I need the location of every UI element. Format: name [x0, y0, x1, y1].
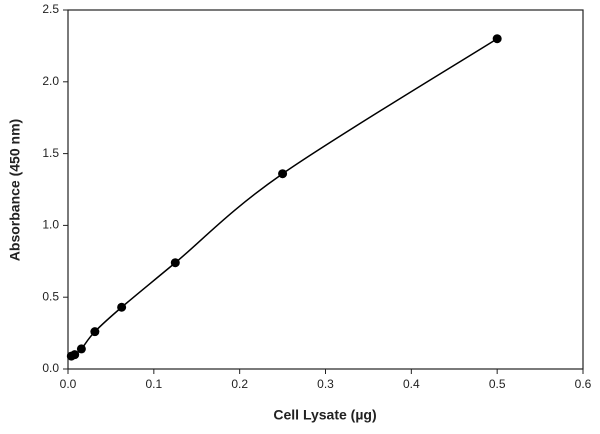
- data-point: [492, 34, 502, 44]
- y-tick-label: 0.5: [42, 289, 59, 303]
- plot-frame: [67, 9, 584, 370]
- data-point: [278, 169, 288, 179]
- fit-line: [71, 38, 498, 357]
- x-axis-title: Cell Lysate (µg): [273, 407, 376, 423]
- y-axis-title: Absorbance (450 nm): [7, 119, 23, 261]
- data-point: [76, 344, 86, 354]
- x-tick-label: 0.2: [231, 377, 248, 391]
- x-tick-label: 0.5: [489, 377, 506, 391]
- data-point: [170, 258, 180, 268]
- x-tick-label: 0.1: [145, 377, 162, 391]
- y-tick-label: 2.5: [42, 2, 59, 16]
- x-tick-label: 0.3: [317, 377, 334, 391]
- x-tick-label: 0.6: [575, 377, 592, 391]
- y-tick-label: 0.0: [42, 361, 59, 375]
- data-point: [70, 350, 80, 360]
- y-tick-label: 2.0: [42, 74, 59, 88]
- data-point: [90, 327, 100, 337]
- x-tick-label: 0.4: [403, 377, 420, 391]
- y-tick-label: 1.0: [42, 218, 59, 232]
- data-point: [117, 302, 127, 312]
- y-tick-label: 1.5: [42, 146, 59, 160]
- x-tick-label: 0.0: [60, 377, 77, 391]
